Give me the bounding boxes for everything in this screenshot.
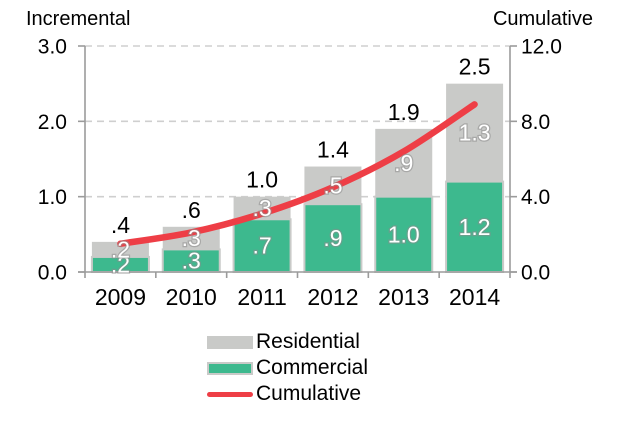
residential-segment-label: 1.3 — [459, 120, 491, 146]
bar-commercial-segment — [445, 180, 505, 274]
bar-total-label: .4 — [111, 212, 130, 238]
x-axis-category-label: 2013 — [378, 284, 429, 310]
left-axis-tick-label: 3.0 — [38, 36, 67, 59]
bar-total-label: 2.5 — [459, 54, 491, 80]
legend-item-cumulative: Cumulative — [207, 381, 368, 407]
bar-residential-segment — [233, 196, 291, 220]
left-axis-tick-label: 2.0 — [38, 111, 67, 134]
legend-label-residential: Residential — [256, 330, 360, 353]
bar-commercial-segment — [374, 195, 434, 274]
bar-commercial-segment — [232, 218, 292, 273]
commercial-segment-label: .7 — [252, 233, 271, 259]
bar-residential-segment — [91, 241, 149, 257]
x-axis-category-label: 2011 — [237, 284, 286, 310]
residential-segment-label: .3 — [182, 225, 201, 251]
legend-label-commercial: Commercial — [256, 356, 369, 379]
right-axis-title: Cumulative — [492, 8, 593, 30]
residential-segment-label: .9 — [394, 150, 413, 176]
left-axis-tick-label: 1.0 — [38, 186, 67, 209]
right-axis-tick-label: 8.0 — [521, 111, 550, 134]
residential-segment-label: .5 — [323, 172, 342, 198]
legend-item-commercial: Commercial — [207, 355, 368, 381]
commercial-segment-label: .2 — [111, 251, 130, 277]
bar-total-label: 1.9 — [388, 99, 420, 125]
commercial-segment-label: .3 — [182, 248, 201, 274]
x-axis-category-label: 2014 — [449, 284, 500, 310]
left-axis-title: Incremental — [26, 8, 131, 30]
x-axis-category-label: 2010 — [166, 284, 217, 310]
right-axis-tick-label: 0.0 — [521, 262, 550, 285]
bar-total-label: 1.4 — [317, 137, 349, 163]
bar-commercial-segment — [303, 203, 363, 273]
right-axis-tick-label: 4.0 — [521, 186, 550, 209]
legend-label-cumulative: Cumulative — [256, 382, 362, 405]
residential-swatch-icon — [207, 335, 253, 349]
bar-total-label: .6 — [182, 197, 201, 223]
right-axis-tick-label: 12.0 — [521, 36, 562, 59]
x-axis-category-label: 2012 — [307, 284, 358, 310]
bar-total-label: 1.0 — [246, 167, 278, 193]
left-axis-tick-label: 0.0 — [38, 262, 67, 285]
legend-item-residential: Residential — [207, 329, 368, 355]
residential-segment-label: .3 — [252, 195, 271, 221]
bar-residential-segment — [446, 83, 504, 182]
commercial-segment-label: 1.0 — [388, 221, 420, 247]
commercial-swatch-icon — [207, 361, 253, 375]
x-axis-category-label: 2009 — [95, 284, 146, 310]
commercial-segment-label: .9 — [323, 225, 342, 251]
residential-segment-label: .2 — [111, 236, 130, 262]
cumulative-line-swatch-icon — [207, 391, 253, 397]
legend: Residential Commercial Cumulative — [207, 329, 368, 407]
cumulative-line — [117, 101, 478, 247]
commercial-segment-label: 1.2 — [459, 214, 491, 240]
